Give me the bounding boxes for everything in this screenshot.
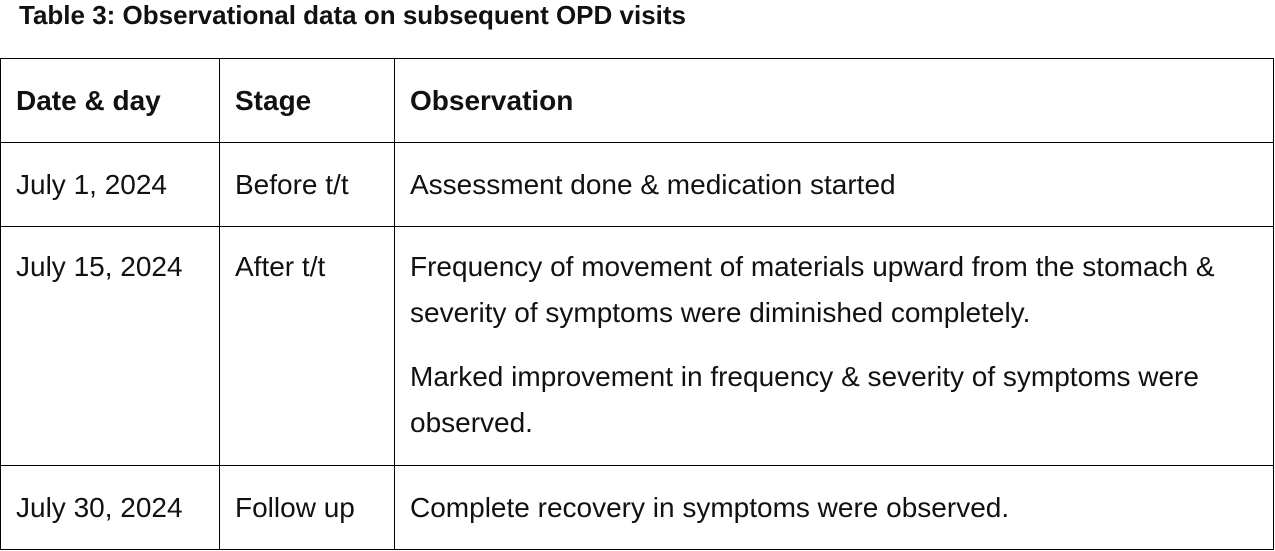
cell-stage: After t/t xyxy=(219,226,395,466)
cell-stage: Before t/t xyxy=(219,142,395,227)
cell-observation: Complete recovery in symptoms were obser… xyxy=(394,465,1274,550)
header-observation: Observation xyxy=(394,58,1274,143)
cell-stage: Follow up xyxy=(219,465,395,550)
cell-date: July 1, 2024 xyxy=(0,142,220,227)
header-stage: Stage xyxy=(219,58,395,143)
cell-date: July 15, 2024 xyxy=(0,226,220,466)
table-caption: Table 3: Observational data on subsequen… xyxy=(19,0,687,30)
table-row: July 15, 2024 After t/t Frequency of mov… xyxy=(0,226,1274,466)
table-header-row: Date & day Stage Observation xyxy=(0,58,1274,143)
observation-text: Marked improvement in frequency & severi… xyxy=(410,361,1199,438)
cell-date: July 30, 2024 xyxy=(0,465,220,550)
table-row: July 30, 2024 Follow up Complete recover… xyxy=(0,465,1274,550)
observation-text: Frequency of movement of materials upwar… xyxy=(410,251,1215,328)
cell-observation: Assessment done & medication started xyxy=(394,142,1274,227)
header-date: Date & day xyxy=(0,58,220,143)
observation-table: Date & day Stage Observation July 1, 202… xyxy=(0,58,1274,550)
observation-text: Assessment done & medication started xyxy=(410,168,896,200)
table-row: July 1, 2024 Before t/t Assessment done … xyxy=(0,142,1274,227)
observation-text: Complete recovery in symptoms were obser… xyxy=(410,491,1010,523)
cell-observation: Frequency of movement of materials upwar… xyxy=(394,226,1274,466)
